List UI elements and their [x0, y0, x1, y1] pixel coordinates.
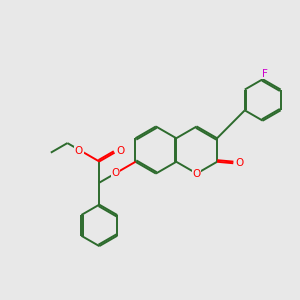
Text: O: O [193, 169, 201, 179]
Text: O: O [75, 146, 83, 157]
Text: O: O [111, 168, 119, 178]
Text: O: O [235, 158, 243, 168]
Text: O: O [116, 146, 124, 157]
Text: F: F [262, 69, 267, 79]
